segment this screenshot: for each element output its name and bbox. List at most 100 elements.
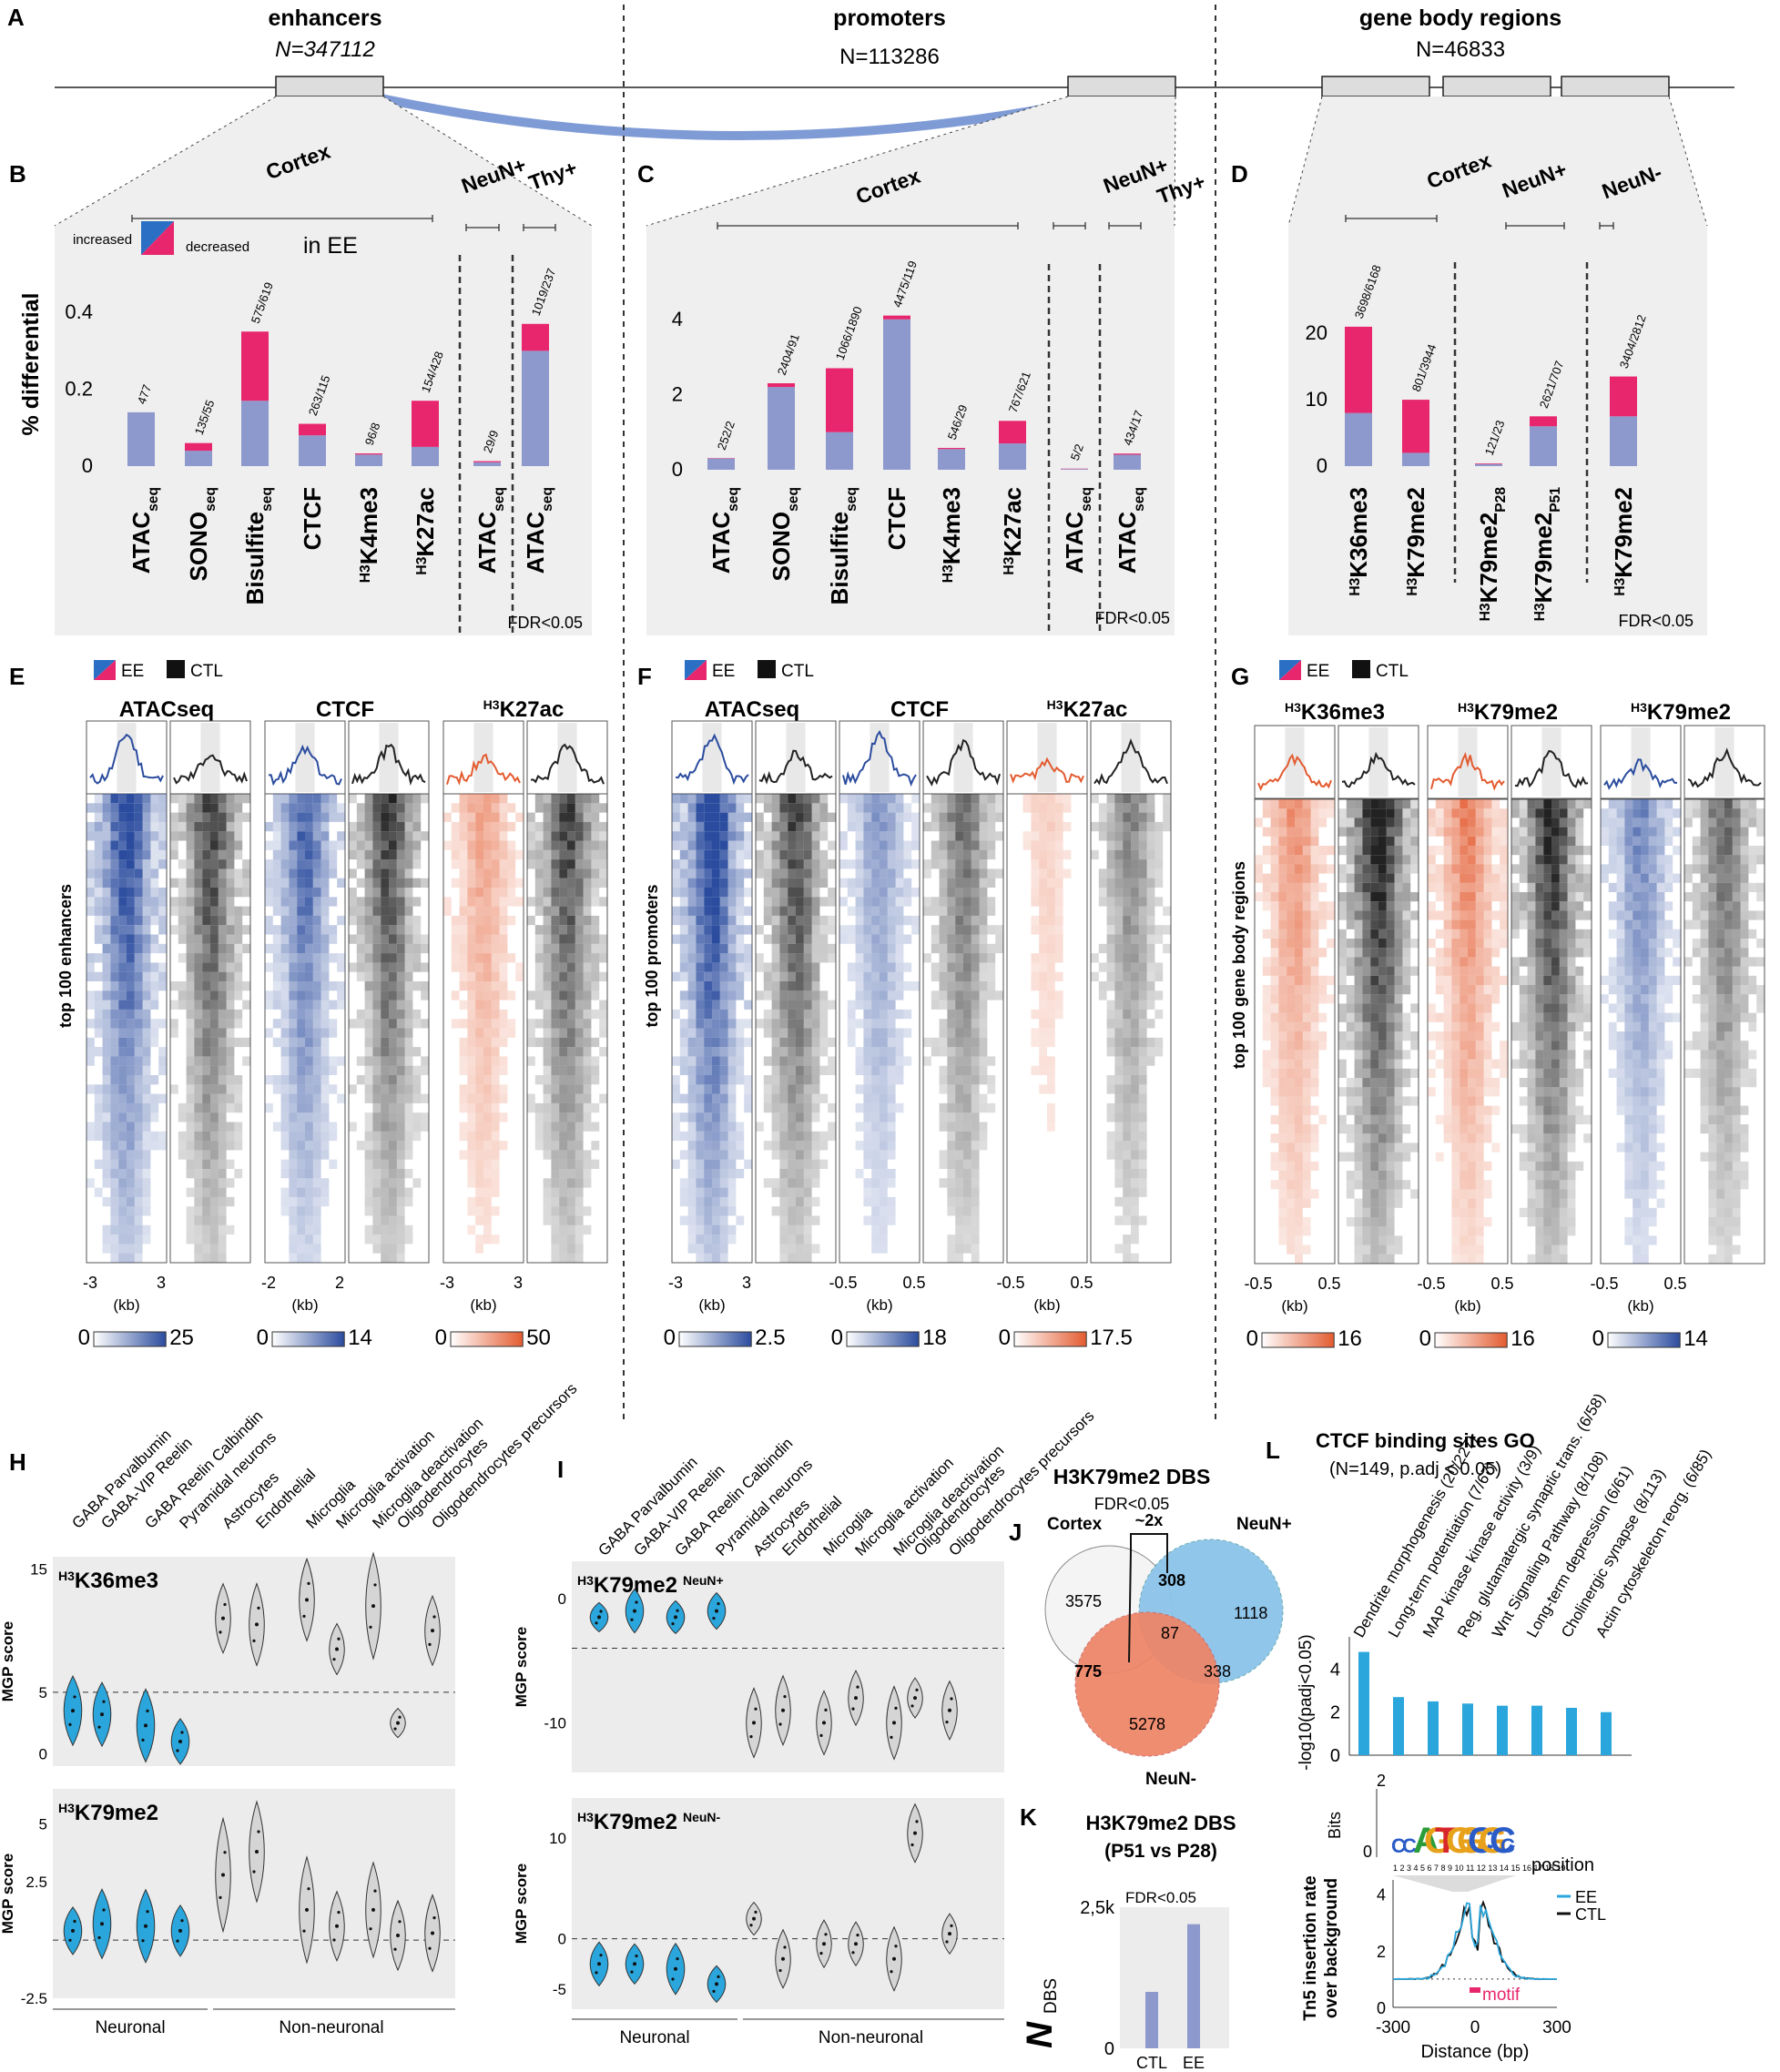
heatmap-cell bbox=[421, 1056, 429, 1066]
scale-max: 25 bbox=[169, 1325, 194, 1350]
heatmap-cell bbox=[855, 840, 864, 850]
heatmap-cell bbox=[559, 849, 567, 860]
heatmap-cell bbox=[186, 840, 195, 850]
heatmap-cell bbox=[971, 803, 980, 813]
heatmap-cell bbox=[142, 868, 151, 879]
heatmap-cell bbox=[727, 1093, 737, 1103]
heatmap-cell bbox=[712, 1000, 720, 1010]
heatmap-cell bbox=[1402, 818, 1411, 828]
heatmap-cell bbox=[1310, 929, 1319, 939]
heatmap-cell bbox=[971, 1196, 980, 1207]
heatmap-cell bbox=[1362, 957, 1371, 967]
heatmap-cell bbox=[744, 1102, 752, 1113]
heatmap-cell bbox=[847, 1009, 856, 1020]
heatmap-cell bbox=[118, 1102, 127, 1113]
heatmap-cell bbox=[412, 1047, 422, 1057]
heatmap-cell bbox=[1123, 1253, 1131, 1263]
heatmap-cell bbox=[1114, 934, 1124, 944]
heatmap-cell bbox=[1278, 1124, 1287, 1134]
heatmap-cell bbox=[1402, 966, 1411, 976]
heatmap-cell bbox=[134, 1112, 143, 1122]
heatmap-cell bbox=[887, 1206, 896, 1216]
heatmap-cell bbox=[811, 1056, 820, 1066]
heatmap-cell bbox=[297, 1037, 305, 1048]
heatmap-cell bbox=[559, 897, 567, 907]
heatmap-cell bbox=[1302, 1152, 1311, 1162]
heatmap-cell bbox=[863, 1112, 872, 1122]
heatmap-cell bbox=[289, 812, 298, 822]
heatmap-cell bbox=[567, 812, 575, 822]
heatmap-cell bbox=[1338, 901, 1347, 911]
heatmap-cell bbox=[963, 1196, 971, 1207]
profile-line bbox=[926, 738, 1001, 787]
heatmap-cell bbox=[499, 1028, 508, 1038]
heatmap-cell bbox=[186, 1093, 195, 1103]
heatmap-cell bbox=[534, 1019, 544, 1029]
heatmap-cell bbox=[963, 1084, 971, 1094]
heatmap-cell bbox=[1370, 929, 1378, 939]
heatmap-cell bbox=[170, 925, 178, 935]
heatmap-cell bbox=[1410, 892, 1419, 902]
heatmap-cell bbox=[887, 859, 896, 869]
heatmap-cell bbox=[779, 981, 788, 991]
heatmap-cell bbox=[955, 1065, 963, 1075]
heatmap-cell bbox=[1039, 990, 1047, 1000]
heatmap-cell bbox=[796, 878, 804, 888]
heatmap-cell bbox=[1386, 1133, 1395, 1143]
heatmap-cell bbox=[796, 1131, 804, 1142]
heatmap-cell bbox=[1270, 892, 1279, 902]
heatmap-cell bbox=[696, 1056, 705, 1066]
heatmap-cell bbox=[756, 849, 764, 860]
heatmap-cell bbox=[158, 915, 167, 926]
heatmap-cell bbox=[712, 1122, 720, 1132]
heatmap-cell bbox=[591, 812, 600, 822]
heatmap-cell bbox=[1287, 855, 1295, 865]
heatmap-cell bbox=[543, 812, 552, 822]
heatmap-cell bbox=[491, 840, 500, 850]
heatmap-cell bbox=[1354, 1096, 1363, 1106]
label-sup: H3 bbox=[358, 564, 373, 583]
heatmap-cell bbox=[1031, 1037, 1040, 1048]
heatmap-cell bbox=[110, 990, 119, 1000]
heatmap-cell bbox=[194, 1196, 203, 1207]
heatmap-cell bbox=[186, 1131, 195, 1142]
heatmap-cell bbox=[134, 1224, 143, 1235]
heatmap-cell bbox=[803, 821, 812, 832]
heatmap-cell bbox=[855, 971, 864, 981]
heatmap-cell bbox=[1378, 818, 1387, 828]
heatmap-cell bbox=[134, 1159, 143, 1169]
heatmap-cell bbox=[404, 1122, 413, 1132]
heatmap-cell bbox=[788, 906, 796, 916]
heatmap-cell bbox=[779, 1215, 788, 1225]
heatmap-cell bbox=[1386, 1041, 1395, 1051]
heatmap-cell bbox=[364, 1084, 373, 1094]
heatmap-cell bbox=[102, 821, 111, 832]
heatmap-cell bbox=[297, 878, 305, 888]
heatmap-cell bbox=[1114, 906, 1124, 916]
heatmap-cell bbox=[412, 925, 422, 935]
heatmap-cell bbox=[1362, 966, 1371, 976]
heatmap-cell bbox=[887, 1093, 896, 1103]
heatmap-cell bbox=[142, 953, 151, 963]
heatmap-cell bbox=[1295, 827, 1303, 837]
heatmap-cell bbox=[1295, 994, 1303, 1004]
heatmap-cell bbox=[372, 971, 381, 981]
heatmap-cell bbox=[567, 849, 575, 860]
heatmap-cell bbox=[507, 803, 516, 813]
heatmap-cell bbox=[1318, 1031, 1327, 1041]
heatmap-cell bbox=[1362, 1068, 1371, 1078]
heatmap-cell bbox=[727, 1019, 737, 1029]
heatmap-cell bbox=[381, 1215, 389, 1225]
heatmap-cell bbox=[1054, 953, 1063, 963]
heatmap-cell bbox=[381, 1122, 389, 1132]
heatmap-cell bbox=[543, 1102, 552, 1113]
heatmap-cell bbox=[583, 1224, 592, 1235]
heatmap-cell bbox=[947, 1093, 956, 1103]
heatmap-cell bbox=[1138, 1047, 1147, 1057]
category-label: H3K4me3 bbox=[355, 487, 382, 583]
heatmap-cell bbox=[1270, 994, 1279, 1004]
heatmap-cell bbox=[1295, 818, 1303, 828]
heatmap-cell bbox=[396, 812, 405, 822]
heatmap-cell bbox=[679, 953, 688, 963]
heatmap-cell bbox=[110, 878, 119, 888]
